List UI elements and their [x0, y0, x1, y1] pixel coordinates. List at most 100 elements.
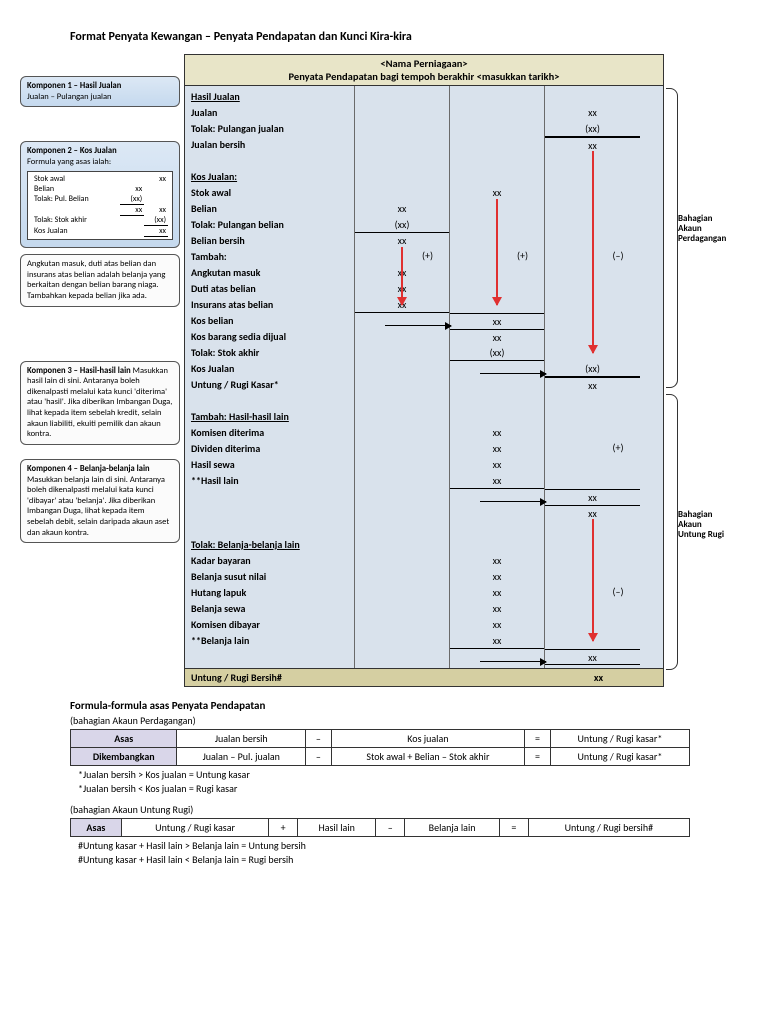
- statement-body: Hasil JualanJualanTolak: Pulangan jualan…: [185, 86, 663, 668]
- layout: Komponen 1 – Hasil Jualan Jualan – Pulan…: [20, 54, 748, 687]
- k1-title: Komponen 1 – Hasil Jualan: [27, 81, 173, 92]
- operator-label: (+): [517, 249, 528, 262]
- komponen-2-note: Angkutan masuk, duti atas belian dan ins…: [20, 254, 180, 307]
- stmt-row: Kos belian: [191, 313, 348, 329]
- amount-cell: xx: [355, 201, 449, 217]
- brace-bot: [666, 394, 678, 670]
- k2-mini-table: Stok awalxxBelianxxTolak: Pul. Belian(xx…: [27, 171, 173, 241]
- stmt-row: Komisen dibayar: [191, 617, 348, 633]
- stmt-row: Untung / Rugi Kasar*: [191, 377, 348, 393]
- note-1b: *Jualan bersih < Kos jualan = Rugi kasar: [78, 782, 748, 795]
- flow-arrow: [401, 247, 403, 305]
- footer-label: Untung / Rugi Bersih#: [191, 671, 361, 684]
- amount-cell: xx: [545, 377, 640, 393]
- operator-label: (+): [422, 249, 433, 262]
- k2-title: Komponen 2 – Kos Jualan: [27, 146, 173, 157]
- statement-wrap: <Nama Perniagaan> Penyata Pendapatan bag…: [184, 54, 664, 687]
- amount-cell: xx: [450, 553, 544, 569]
- formulas-heading: Formula-formula asas Penyata Pendapatan: [70, 699, 748, 712]
- footer-value: xx: [551, 671, 646, 684]
- stmt-row: [191, 505, 348, 521]
- k1-line: Jualan – Pulangan jualan: [27, 92, 173, 103]
- amount-cell: xx: [450, 569, 544, 585]
- note-2a: #Untung kasar + Hasil lain > Belanja lai…: [78, 839, 748, 852]
- stmt-row: Duti atas belian: [191, 281, 348, 297]
- stmt-row: Tambah: Hasil-hasil lain: [191, 409, 348, 425]
- header-business: <Nama Perniagaan>: [185, 57, 663, 70]
- amount-cell: (xx): [545, 121, 640, 137]
- amount-cell: (xx): [450, 345, 544, 361]
- k3-body: Masukkan hasil lain di sini. Antaranya b…: [27, 366, 172, 440]
- rlabel-top: BahagianAkaunPerdagangan: [678, 214, 748, 244]
- sec1-title: (bahagian Akaun Perdagangan): [70, 714, 748, 727]
- amount-col-1: xx(xx)xxxxxxxx(+): [355, 86, 450, 668]
- amount-cell: xx: [450, 473, 544, 489]
- note-2b: #Untung kasar + Hasil lain < Belanja lai…: [78, 853, 748, 866]
- komponen-1: Komponen 1 – Hasil Jualan Jualan – Pulan…: [20, 76, 180, 107]
- brace-top: [666, 88, 678, 388]
- carry-arrow: [385, 325, 451, 326]
- flow-arrow: [496, 199, 498, 305]
- page-title: Format Penyata Kewangan – Penyata Pendap…: [70, 30, 748, 44]
- stmt-row: Tolak: Stok akhir: [191, 345, 348, 361]
- stmt-row: [191, 153, 348, 169]
- amount-cell: (xx): [355, 217, 449, 233]
- komponen-4: Komponen 4 – Belanja-belanja lain Masukk…: [20, 459, 180, 543]
- statement-header: <Nama Perniagaan> Penyata Pendapatan bag…: [185, 55, 663, 86]
- amount-col-3: xx(xx)xx(xx)xxxxxxxx(–)(+)(–): [545, 86, 640, 668]
- amount-cell: xx: [545, 105, 640, 121]
- stmt-row: Kos Jualan: [191, 361, 348, 377]
- formula-table-2: AsasUntung / Rugi kasar+Hasil lain–Belan…: [70, 818, 690, 837]
- stmt-row: Jualan: [191, 105, 348, 121]
- stmt-row: Angkutan masuk: [191, 265, 348, 281]
- carry-arrow: [480, 501, 546, 502]
- stmt-row: [191, 521, 348, 537]
- amount-cell: xx: [450, 457, 544, 473]
- flow-arrow: [592, 519, 594, 641]
- label-column: Hasil JualanJualanTolak: Pulangan jualan…: [185, 86, 355, 668]
- amount-cell: xx: [450, 441, 544, 457]
- stmt-row: Tambah:: [191, 249, 348, 265]
- stmt-row: Tolak: Belanja-belanja lain: [191, 537, 348, 553]
- operator-label: (–): [613, 249, 624, 262]
- stmt-row: Hutang lapuk: [191, 585, 348, 601]
- stmt-row: [191, 489, 348, 505]
- stmt-row: Insurans atas belian: [191, 297, 348, 313]
- k4-body: Masukkan belanja lain di sini. Antaranya…: [27, 475, 169, 538]
- stmt-row: Jualan bersih: [191, 137, 348, 153]
- amount-cell: xx: [450, 425, 544, 441]
- rlabel-bot: BahagianAkaunUntung Rugi: [678, 510, 748, 540]
- k4-title: Komponen 4 – Belanja-belanja lain: [27, 464, 150, 474]
- header-period: Penyata Pendapatan bagi tempoh berakhir …: [185, 70, 663, 83]
- flow-arrow: [592, 151, 594, 353]
- amount-cell: (xx): [545, 361, 640, 377]
- stmt-row: Belian: [191, 201, 348, 217]
- stmt-row: **Hasil lain: [191, 473, 348, 489]
- stmt-row: Hasil sewa: [191, 457, 348, 473]
- amount-cell: xx: [450, 585, 544, 601]
- statement: <Nama Perniagaan> Penyata Pendapatan bag…: [184, 54, 664, 687]
- amount-cell: xx: [545, 649, 640, 665]
- stmt-row: Belian bersih: [191, 233, 348, 249]
- formulas: Formula-formula asas Penyata Pendapatan …: [70, 699, 748, 866]
- stmt-row: Komisen diterima: [191, 425, 348, 441]
- komponen-2: Komponen 2 – Kos Jualan Formula yang asa…: [20, 141, 180, 248]
- amount-cell: xx: [450, 313, 544, 329]
- operator-label: (+): [613, 441, 624, 454]
- k3-title: Komponen 3 – Hasil-hasil lain: [27, 366, 131, 376]
- stmt-row: Tolak: Pulangan jualan: [191, 121, 348, 137]
- operator-label: (–): [613, 585, 624, 598]
- komponen-3: Komponen 3 – Hasil-hasil lain Masukkan h…: [20, 361, 180, 445]
- amount-cell: xx: [450, 617, 544, 633]
- formula-table-1: AsasJualan bersih–Kos jualan=Untung / Ru…: [70, 729, 690, 766]
- stmt-row: Dividen diterima: [191, 441, 348, 457]
- stmt-row: Stok awal: [191, 185, 348, 201]
- stmt-row: Kos barang sedia dijual: [191, 329, 348, 345]
- amount-cell: xx: [450, 633, 544, 649]
- stmt-row: Belanja susut nilai: [191, 569, 348, 585]
- side-notes: Komponen 1 – Hasil Jualan Jualan – Pulan…: [20, 54, 180, 687]
- stmt-row: [191, 649, 348, 665]
- amount-cell: xx: [450, 601, 544, 617]
- note-1a: *Jualan bersih > Kos jualan = Untung kas…: [78, 768, 748, 781]
- stmt-row: Kadar bayaran: [191, 553, 348, 569]
